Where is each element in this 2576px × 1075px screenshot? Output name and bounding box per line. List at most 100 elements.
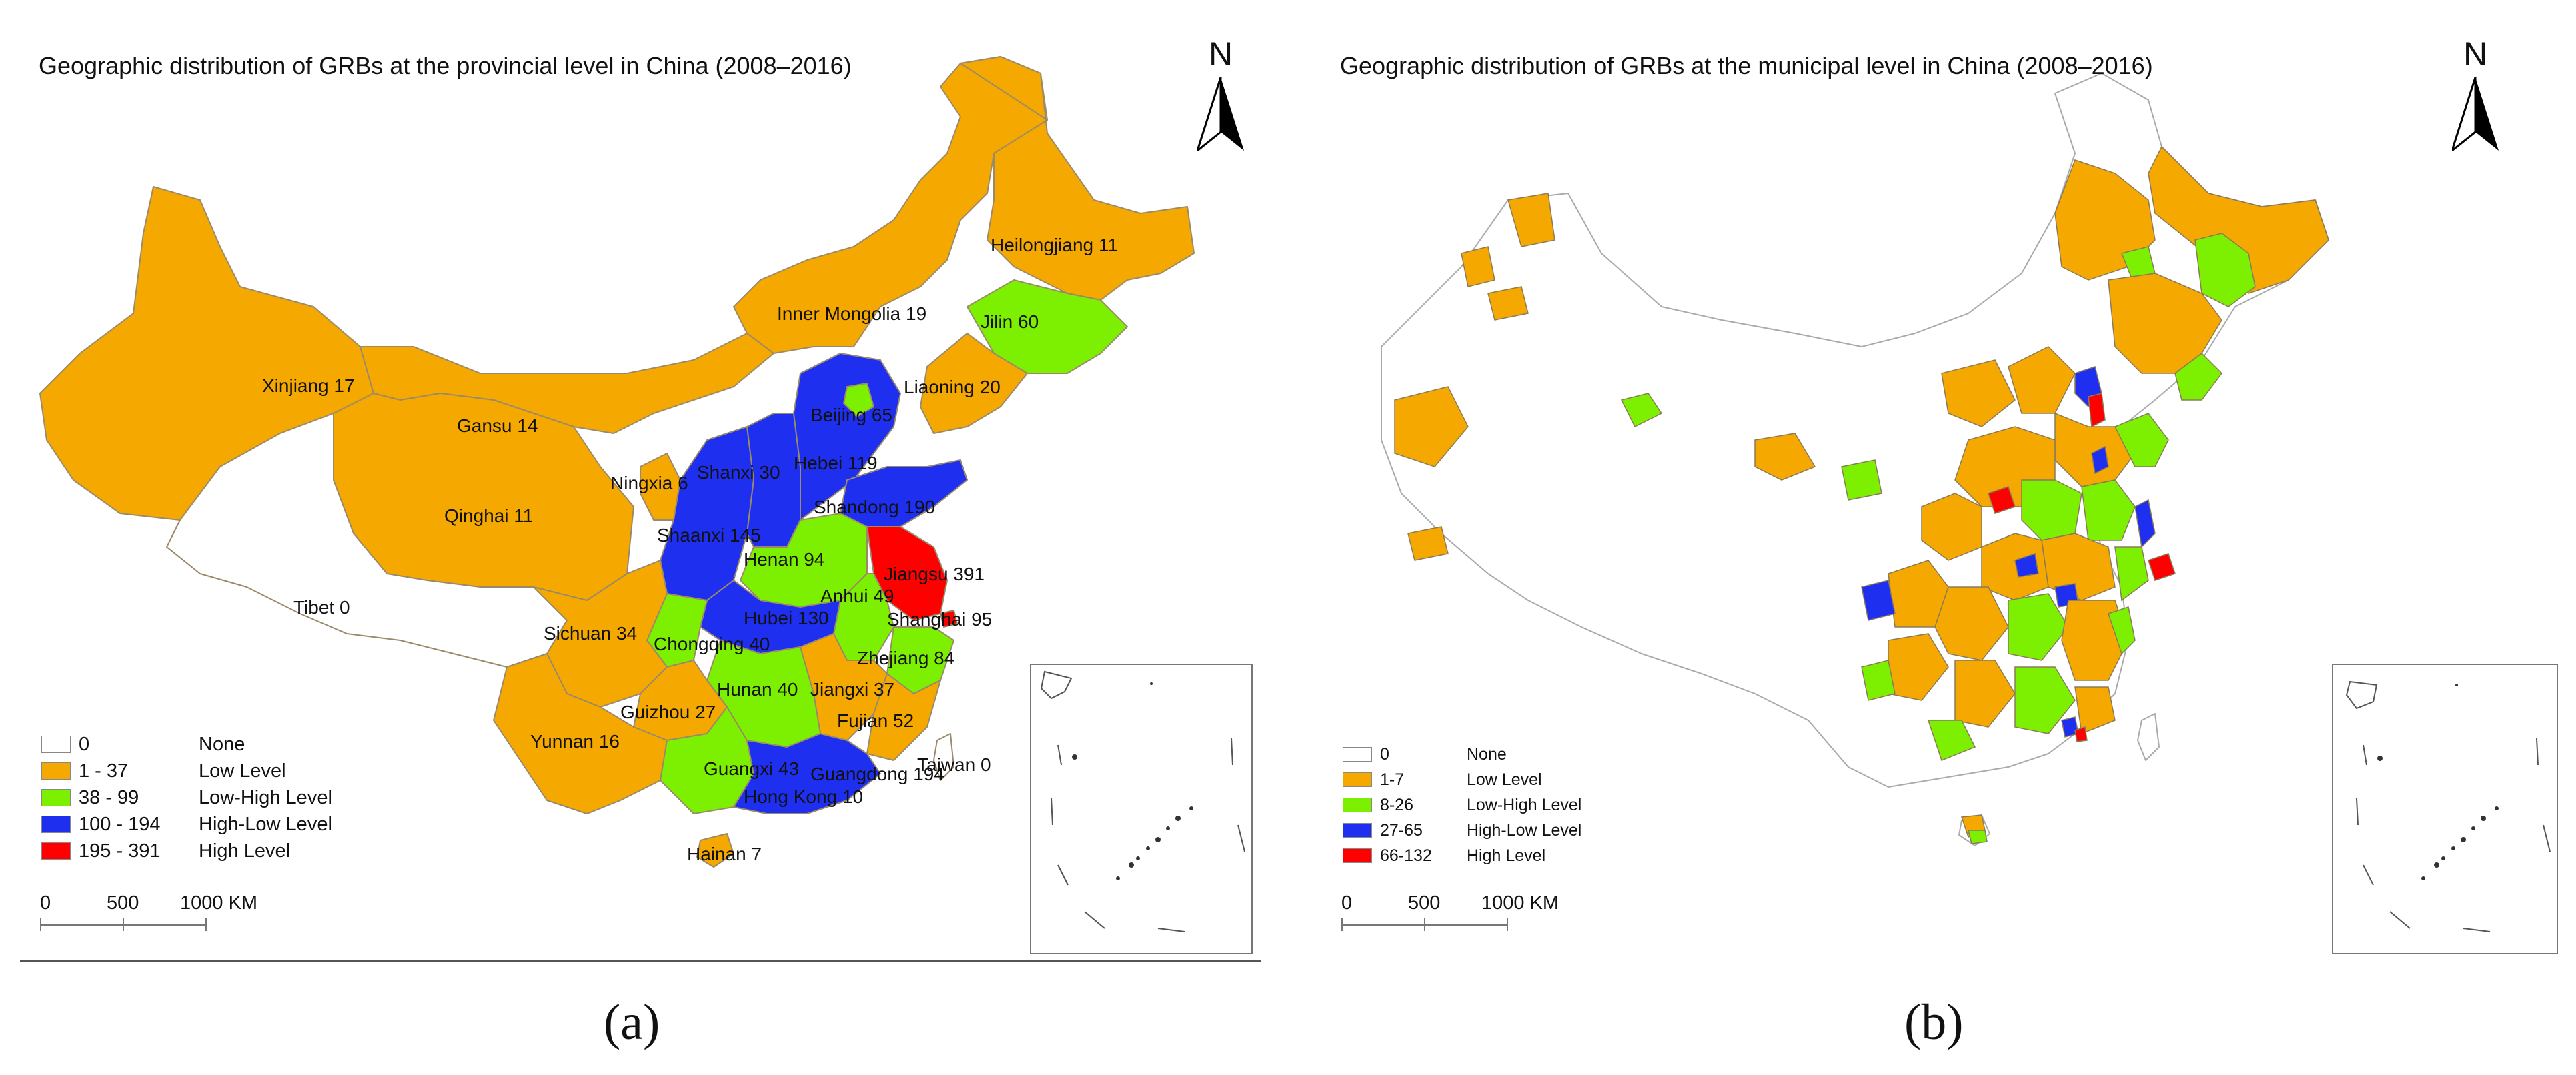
municipal-region — [2008, 593, 2069, 661]
legend-swatch — [1343, 747, 1372, 762]
legend-level: High-Low Level — [199, 813, 332, 835]
label-beijing: Beijing 65 — [810, 405, 892, 425]
municipal-region — [2174, 353, 2222, 401]
legend-range: 8-26 — [1380, 795, 1414, 814]
legend-swatch — [1343, 848, 1372, 863]
municipal-region — [1394, 386, 1469, 467]
north-arrow-icon — [2452, 77, 2499, 151]
municipal-region — [1754, 433, 1816, 481]
label-hebei: Hebei 119 — [794, 453, 878, 473]
legend-swatch — [41, 789, 71, 806]
bottom-rule — [20, 960, 1261, 962]
legend-range: 0 — [79, 733, 90, 755]
label-xinjiang: Xinjiang 17 — [262, 375, 355, 396]
label-tibet: Tibet 0 — [293, 597, 350, 618]
region-beijing — [843, 383, 874, 417]
label-inner-mongolia: Inner Mongolia 19 — [777, 303, 926, 324]
label-shaanxi: Shaanxi 145 — [657, 525, 761, 546]
region-liaoning — [920, 333, 1028, 434]
municipal-map — [1381, 73, 2329, 846]
region-heilongjiang — [960, 56, 1195, 301]
scale-tick — [1507, 918, 1508, 931]
label-fujian: Fujian 52 — [837, 710, 914, 731]
municipal-region — [1487, 286, 1529, 321]
municipal-region — [1954, 660, 2016, 728]
municipal-region — [2054, 412, 2136, 487]
municipal-region — [1407, 526, 1449, 561]
legend-row: 8-26 Low-High Level — [1343, 792, 1581, 818]
label-jilin: Jilin 60 — [981, 311, 1039, 332]
municipal-region — [2014, 553, 2039, 578]
south-china-sea-inset — [2332, 664, 2558, 954]
municipal-region — [2114, 546, 2149, 602]
legend-level: Low-High Level — [199, 786, 332, 808]
label-heilongjiang: Heilongjiang 11 — [991, 235, 1118, 255]
legend-range: 1-7 — [1380, 770, 1405, 789]
region-guangdong — [733, 733, 881, 814]
region-hainan — [696, 833, 734, 868]
label-shandong: Shandong 190 — [814, 497, 935, 517]
scale-tick — [205, 918, 207, 931]
scale-tick — [123, 918, 124, 931]
municipal-region — [2074, 686, 2116, 735]
label-taiwan: Taiwan 0 — [917, 754, 991, 775]
municipal-region — [2108, 606, 2136, 655]
legend-level: Low Level — [199, 760, 286, 782]
municipal-region — [1941, 359, 2016, 427]
north-label: N — [1208, 35, 1233, 73]
legend-swatch — [1343, 772, 1372, 787]
label-liaoning: Liaoning 20 — [904, 377, 1001, 397]
label-hong-kong: Hong Kong 10 — [744, 786, 863, 807]
label-henan: Henan 94 — [744, 549, 824, 570]
region-hebei — [793, 353, 901, 521]
inset-islands — [2345, 680, 2551, 932]
south-china-sea-inset — [1030, 664, 1253, 954]
municipal-region — [2148, 145, 2329, 294]
municipal-region — [1507, 193, 1555, 247]
label-gansu: Gansu 14 — [457, 415, 538, 436]
legend-range: 66-132 — [1380, 846, 1432, 865]
scale-tick — [40, 918, 41, 931]
label-zhejiang: Zhejiang 84 — [857, 648, 954, 668]
scale-tick — [1424, 918, 1425, 931]
region-shaanxi — [660, 426, 754, 601]
legend-level: High Level — [1467, 846, 1546, 865]
map-title: Geographic distribution of GRBs at the p… — [39, 52, 852, 79]
legend-level: None — [199, 733, 245, 755]
caption-a: (a) — [604, 994, 660, 1050]
taiwan-outline — [2137, 713, 2160, 761]
label-hunan: Hunan 40 — [717, 679, 798, 700]
municipal-region — [1927, 720, 1976, 761]
north-arrow: N — [2452, 35, 2499, 155]
region-fujian — [866, 673, 941, 761]
legend-row: 66-132 High Level — [1343, 843, 1581, 868]
region-shanghai — [940, 610, 958, 628]
legend-row: 100 - 194 High-Low Level — [41, 811, 332, 838]
label-guangxi: Guangxi 43 — [704, 758, 799, 779]
municipal-region — [1861, 660, 1896, 701]
legend-range: 195 - 391 — [79, 840, 161, 862]
caption-b: (b) — [1904, 994, 1964, 1050]
municipal-region — [2074, 726, 2088, 742]
legend-swatch — [41, 816, 71, 833]
scale-label: 500 — [1408, 892, 1441, 914]
panel-provincial-map: Heilongjiang 11 Inner Mongolia 19 Jilin … — [0, 0, 1288, 974]
municipal-region — [2134, 499, 2156, 548]
legend-level: Low-High Level — [1467, 795, 1582, 814]
label-hainan: Hainan 7 — [687, 844, 762, 864]
label-hubei: Hubei 130 — [744, 608, 829, 628]
legend-row: 1-7 Low Level — [1343, 767, 1581, 792]
label-guangdong: Guangdong 194 — [810, 764, 944, 784]
scale-bar: 0 500 1000 KM — [1341, 892, 1559, 932]
label-shanxi: Shanxi 30 — [697, 462, 780, 483]
region-taiwan — [933, 733, 954, 781]
municipal-region — [2091, 445, 2109, 475]
map-labels: Heilongjiang 11 Inner Mongolia 19 Jilin … — [262, 235, 1118, 864]
municipal-region — [1841, 459, 1882, 501]
label-shanghai: Shanghai 95 — [887, 609, 992, 630]
legend-range: 0 — [1380, 744, 1389, 764]
label-anhui: Anhui 49 — [820, 586, 894, 606]
map-title: Geographic distribution of GRBs at the m… — [1340, 52, 2153, 79]
legend-row: 1 - 37 Low Level — [41, 758, 332, 784]
municipal-region — [2008, 346, 2076, 414]
